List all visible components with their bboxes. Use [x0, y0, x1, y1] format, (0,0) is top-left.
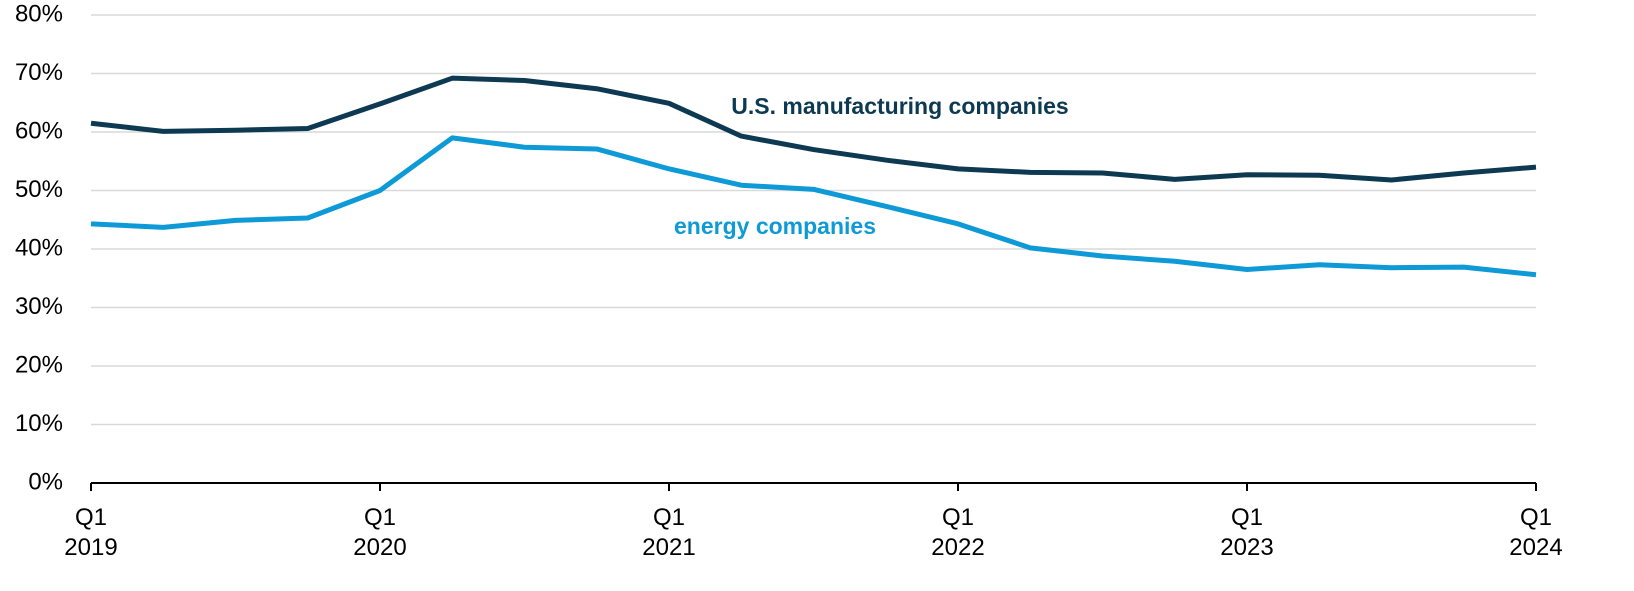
series-label: energy companies [674, 213, 876, 239]
y-tick-label: 20% [15, 351, 63, 378]
y-tick-label: 10% [15, 410, 63, 437]
series-label: U.S. manufacturing companies [731, 93, 1068, 119]
y-tick-label: 80% [15, 0, 63, 27]
x-tick-label: Q1 2022 [931, 504, 985, 561]
x-tick-label: Q1 2023 [1220, 504, 1274, 561]
y-tick-label: 50% [15, 176, 63, 203]
y-tick-label: 30% [15, 293, 63, 320]
x-tick-label: Q1 2021 [642, 504, 696, 561]
y-tick-label: 40% [15, 234, 63, 261]
x-tick-label: Q1 2020 [353, 504, 407, 561]
y-tick-label: 0% [28, 468, 63, 495]
x-tick-label: Q1 2019 [64, 504, 118, 561]
series-line [90, 135, 1537, 278]
x-tick-label: Q1 2024 [1509, 504, 1563, 561]
series-line [90, 75, 1537, 183]
y-tick-label: 60% [15, 117, 63, 144]
y-tick-label: 70% [15, 59, 63, 86]
